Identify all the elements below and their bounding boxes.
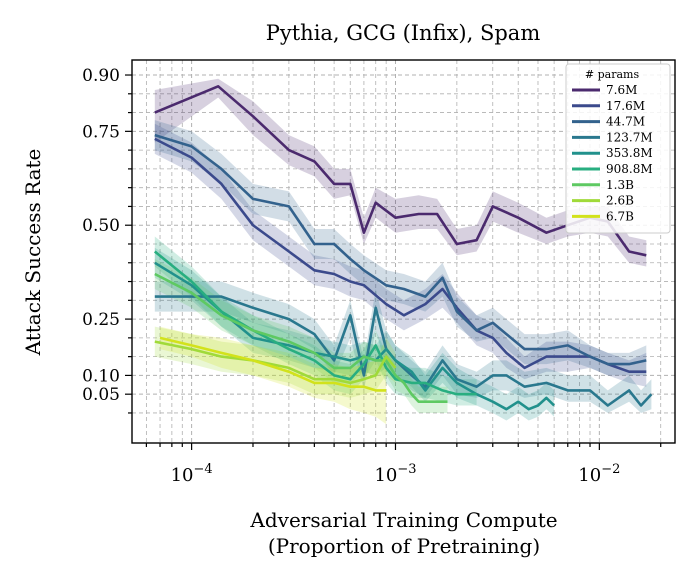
legend-label: 44.7M [606,115,645,129]
x-tick-label-exponent: −3 [397,462,416,477]
legend-label: 7.6M [606,83,637,97]
x-axis-ticks: 10−4 10−3 10−2 [145,443,662,486]
series-line-17.6M [154,137,647,374]
series-line-6.7B [159,336,387,392]
chart-title: Pythia, GCG (Infix), Spam [266,21,541,45]
x-tick-label-exponent: −2 [601,462,620,477]
legend-label: 353.8M [606,146,653,160]
y-axis-label: Attack Success Rate [21,149,45,357]
x-tick-label: 10−4 [171,462,213,486]
error-band-123.7M [154,281,652,413]
y-tick-label: 0.90 [82,66,120,86]
x-tick-label: 10−2 [578,462,620,486]
legend-title: # params [585,68,640,81]
x-tick-label-base: 10 [374,465,397,486]
x-tick-label: 10−3 [374,462,416,486]
series-line-44.7M [154,133,647,366]
legend-label: 908.8M [606,162,653,176]
x-axis-label-line2: (Proportion of Pretraining) [268,534,540,558]
legend-label: 6.7B [606,209,634,223]
x-axis-label: Adversarial Training Compute [249,508,557,532]
y-axis-ticks: 0.050.10 0.25 0.50 0.75 0.90 [82,66,132,414]
y-tick-label: 0.75 [82,122,120,142]
x-tick-label-base: 10 [171,465,194,486]
x-tick-label-base: 10 [578,465,601,486]
x-tick-label-exponent: −4 [193,462,212,477]
series-line-123.7M [154,295,653,407]
y-tick-label: 0.50 [82,216,120,236]
error-band-908.8M [154,236,477,406]
legend-label: 17.6M [606,99,645,113]
y-tick-label: 0.10 [82,366,120,386]
legend-label: 2.6B [606,194,634,208]
series-line-1.3B [154,272,448,404]
y-tick-label: 0.05 [82,385,120,405]
y-tick-label: 0.25 [82,310,120,330]
series-line-2.6B [154,340,397,385]
series-line-353.8M [154,261,556,411]
legend-label: 1.3B [606,178,634,192]
plot-frame [131,59,676,444]
legend-label: 123.7M [606,130,653,144]
error-band-44.7M [154,120,647,376]
